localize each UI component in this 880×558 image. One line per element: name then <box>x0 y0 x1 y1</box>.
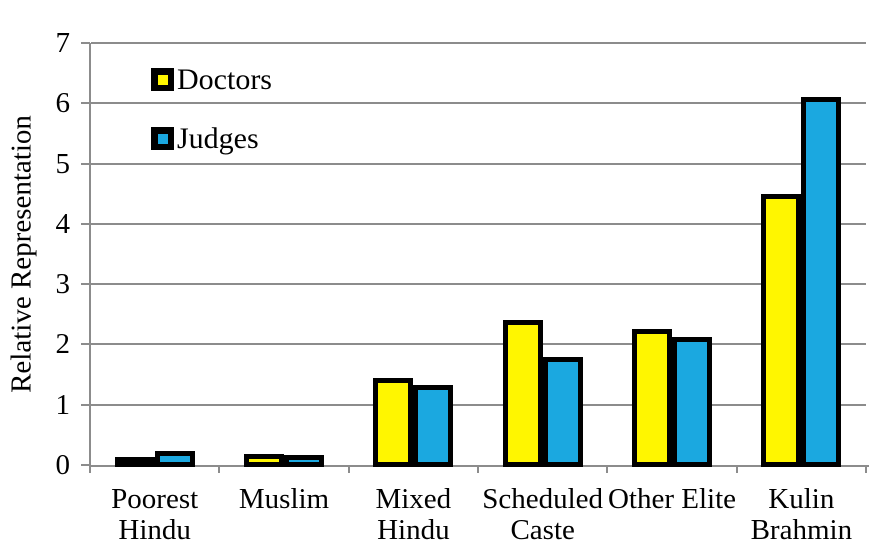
legend-item-judges: Judges <box>151 122 272 155</box>
y-tick-label-5: 5 <box>55 147 71 180</box>
x-label-scheduled-caste: Scheduled Caste <box>482 483 604 546</box>
x-label-kulin-brahmin: Kulin Brahmin <box>750 483 853 546</box>
x-tick-0 <box>89 467 91 473</box>
bar-doctors-other-elite <box>632 329 672 467</box>
gridline-5 <box>91 162 866 165</box>
legend-label-doctors: Doctors <box>177 63 272 96</box>
bar-judges-poorest-hindu <box>154 451 195 467</box>
gridline-2 <box>91 343 866 346</box>
legend: Doctors Judges <box>151 63 272 186</box>
y-tick-label-3: 3 <box>55 268 71 301</box>
bar-doctors-mixed-hindu <box>373 377 414 467</box>
y-tick-label-2: 2 <box>55 328 71 361</box>
x-label-other-elite: Other Elite <box>607 483 737 515</box>
gridline-6 <box>91 102 866 105</box>
x-tick-3 <box>477 467 479 473</box>
y-tick-1 <box>81 403 90 406</box>
bar-judges-kulin-brahmin <box>801 96 842 467</box>
x-tick-4 <box>606 467 609 473</box>
y-tick-label-1: 1 <box>55 388 71 421</box>
bar-doctors-scheduled-caste <box>502 319 543 467</box>
x-label-muslim: Muslim <box>238 483 330 515</box>
doctors-swatch-fill <box>157 74 168 85</box>
x-label-mixed-hindu: Mixed Hindu <box>375 483 452 546</box>
y-tick-6 <box>81 102 90 105</box>
y-tick-4 <box>81 222 90 225</box>
bar-judges-muslim <box>284 454 324 467</box>
bar-doctors-poorest-hindu <box>114 457 155 468</box>
gridline-3 <box>91 283 866 286</box>
x-tick-1 <box>218 467 221 473</box>
y-tick-label-6: 6 <box>55 87 71 120</box>
x-tick-2 <box>347 467 350 473</box>
y-tick-label-7: 7 <box>55 27 71 59</box>
y-tick-0 <box>81 464 90 466</box>
gridline-4 <box>91 222 866 225</box>
bar-judges-scheduled-caste <box>542 356 583 467</box>
bar-judges-mixed-hindu <box>413 384 454 467</box>
y-axis-title: Relative Representation <box>5 115 38 393</box>
x-axis-line <box>89 465 869 467</box>
x-tick-6 <box>865 467 867 473</box>
y-tick-3 <box>81 283 90 286</box>
y-tick-2 <box>81 343 90 346</box>
x-tick-5 <box>735 467 738 473</box>
bar-judges-other-elite <box>672 337 712 467</box>
bar-doctors-kulin-brahmin <box>761 193 802 467</box>
judges-swatch-fill <box>157 133 168 144</box>
gridline-7 <box>91 42 866 44</box>
y-tick-label-0: 0 <box>55 449 71 481</box>
bar-doctors-muslim <box>244 454 284 467</box>
gridline-1 <box>91 403 866 406</box>
legend-label-judges: Judges <box>177 122 259 155</box>
y-axis-line <box>89 43 91 473</box>
doctors-swatch-icon <box>151 68 174 91</box>
y-tick-label-4: 4 <box>55 207 71 240</box>
y-tick-7 <box>81 42 90 44</box>
x-label-poorest-hindu: Poorest Hindu <box>111 483 199 546</box>
y-tick-5 <box>81 162 90 165</box>
judges-swatch-icon <box>151 127 174 150</box>
legend-item-doctors: Doctors <box>151 63 272 96</box>
